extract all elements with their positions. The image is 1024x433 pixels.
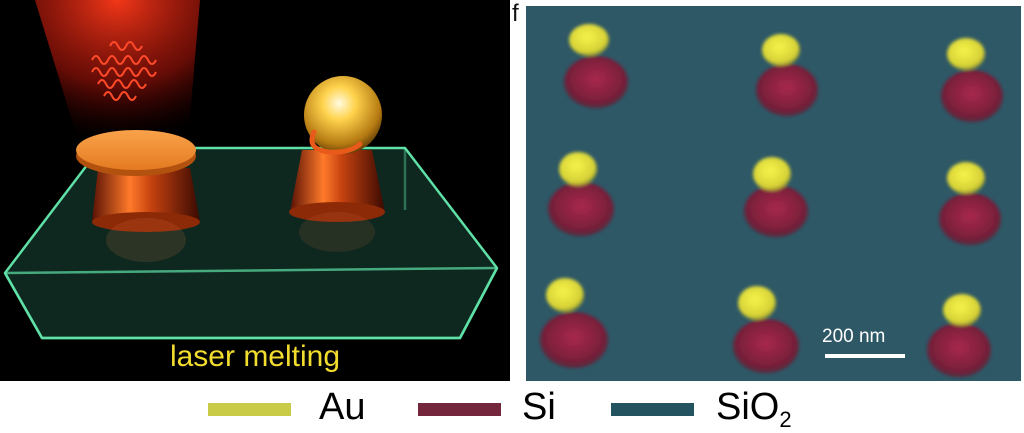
si-pillar-after (289, 150, 385, 252)
legend-label-sio2: SiO2 (716, 386, 792, 432)
laser-pulse-icon (91, 41, 157, 101)
legend-label-au: Au (319, 386, 366, 428)
nanostructure (941, 38, 1003, 122)
nanostructure (733, 286, 799, 373)
legend-swatch-si (418, 403, 501, 416)
nanostructure (564, 24, 628, 108)
legend-label-sio2-subscript: 2 (779, 407, 792, 432)
schematic-illustration (3, 0, 499, 340)
sem-image-panel: 200 nm (526, 6, 1021, 381)
legend-swatch-au (208, 403, 291, 416)
nanostructure (548, 152, 614, 236)
schematic-panel: laser melting (0, 0, 510, 381)
nanostructure (540, 278, 608, 368)
nanostructure (939, 162, 1001, 245)
nanostructure (927, 294, 991, 377)
panel-label: f (512, 0, 519, 27)
scale-bar (825, 354, 905, 358)
laser-beam (35, 0, 200, 140)
legend-label-si: Si (522, 386, 556, 428)
nanostructure (744, 157, 808, 237)
au-nanosphere (304, 76, 382, 154)
scale-bar-label: 200 nm (822, 326, 886, 347)
melt-arrow-icon (309, 129, 363, 155)
legend-swatch-sio2 (611, 403, 694, 416)
nanostructure (756, 34, 818, 116)
color-legend: Au Si SiO2 (0, 384, 1024, 433)
si-pillar-before (92, 168, 200, 262)
au-disc (76, 130, 196, 176)
schematic-caption: laser melting (169, 340, 341, 373)
sem-nanostructure-array (540, 24, 1003, 377)
sio2-substrate (3, 146, 499, 340)
